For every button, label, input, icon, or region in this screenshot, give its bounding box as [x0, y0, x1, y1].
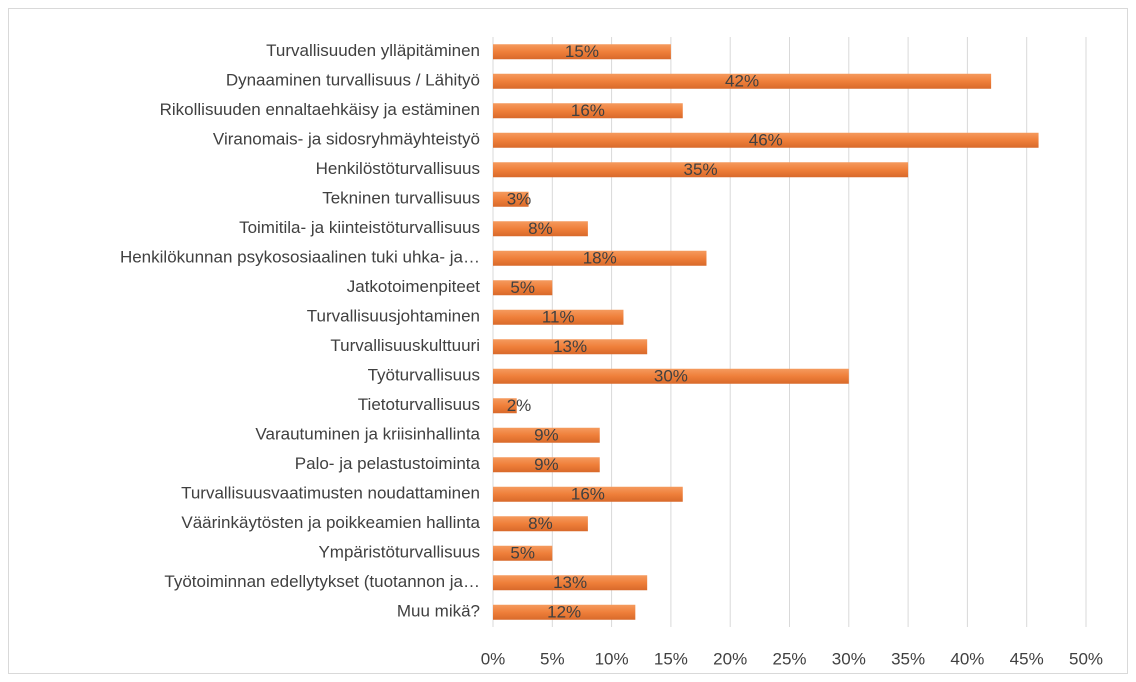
data-label: 42% [725, 72, 759, 91]
y-tick-label: Henkilökunnan psykososiaalinen tuki uhka… [120, 248, 480, 267]
bar [493, 162, 909, 178]
y-tick-label: Turvallisuuskulttuuri [330, 336, 480, 355]
bar [493, 486, 683, 502]
data-label: 9% [534, 455, 559, 474]
y-tick-label: Tekninen turvallisuus [322, 189, 480, 208]
y-tick-label: Henkilöstöturvallisuus [316, 159, 480, 178]
bar [493, 427, 600, 443]
data-label: 13% [553, 337, 587, 356]
y-tick-label: Viranomais- ja sidosryhmäyhteistyö [213, 130, 480, 149]
y-tick-label: Työturvallisuus [368, 366, 480, 385]
x-tick-label: 10% [595, 649, 629, 668]
y-tick-label: Väärinkäytösten ja poikkeamien hallinta [181, 513, 480, 532]
data-label: 30% [654, 367, 688, 386]
y-tick-label: Dynaaminen turvallisuus / Lähityö [226, 71, 480, 90]
y-tick-label: Jatkotoimenpiteet [347, 277, 481, 296]
bar [493, 604, 636, 620]
x-tick-label: 40% [950, 649, 984, 668]
bar [493, 516, 588, 532]
y-tick-label: Työtoiminnan edellytykset (tuotannon ja… [164, 572, 480, 591]
y-tick-label: Palo- ja pelastustoiminta [295, 454, 481, 473]
x-tick-label: 5% [540, 649, 565, 668]
x-tick-label: 30% [832, 649, 866, 668]
bar [493, 132, 1039, 148]
data-label: 46% [749, 131, 783, 150]
data-label: 16% [571, 485, 605, 504]
bar [493, 575, 648, 591]
data-label: 12% [547, 603, 581, 622]
x-tick-label: 45% [1010, 649, 1044, 668]
bar [493, 73, 992, 89]
x-tick-label: 20% [713, 649, 747, 668]
data-label: 35% [684, 160, 718, 179]
y-tick-label: Tietoturvallisuus [358, 395, 480, 414]
bar [493, 339, 648, 355]
data-label: 16% [571, 101, 605, 120]
y-tick-label: Turvallisuusvaatimusten noudattaminen [181, 484, 480, 503]
data-label: 8% [528, 219, 553, 238]
data-label: 11% [542, 308, 575, 327]
x-tick-label: 0% [481, 649, 506, 668]
y-tick-label: Turvallisuusjohtaminen [307, 307, 480, 326]
data-label: 5% [510, 544, 535, 563]
data-label: 3% [507, 190, 532, 209]
y-tick-label: Turvallisuuden ylläpitäminen [266, 41, 480, 60]
bar [493, 457, 600, 473]
bar [493, 191, 529, 207]
bar [493, 398, 517, 414]
data-label: 9% [534, 426, 559, 445]
data-label: 5% [510, 278, 535, 297]
data-label: 2% [507, 396, 532, 415]
data-label: 13% [553, 573, 587, 592]
y-tick-label: Ympäristöturvallisuus [318, 543, 480, 562]
x-tick-label: 35% [891, 649, 925, 668]
y-tick-label: Toimitila- ja kiinteistöturvallisuus [239, 218, 480, 237]
y-tick-label: Muu mikä? [397, 602, 480, 621]
bar [493, 545, 553, 561]
bar [493, 368, 849, 384]
bar [493, 250, 707, 266]
x-tick-label: 25% [772, 649, 806, 668]
bar [493, 221, 588, 237]
data-label: 8% [528, 514, 553, 533]
bar [493, 309, 624, 325]
y-tick-label: Rikollisuuden ennaltaehkäisy ja estämine… [160, 100, 480, 119]
bar [493, 280, 553, 296]
x-tick-label: 15% [654, 649, 688, 668]
bar [493, 44, 671, 60]
data-label: 15% [565, 42, 599, 61]
data-label: 18% [583, 249, 617, 268]
x-tick-label: 50% [1069, 649, 1103, 668]
bar [493, 103, 683, 119]
y-tick-label: Varautuminen ja kriisinhallinta [255, 425, 480, 444]
